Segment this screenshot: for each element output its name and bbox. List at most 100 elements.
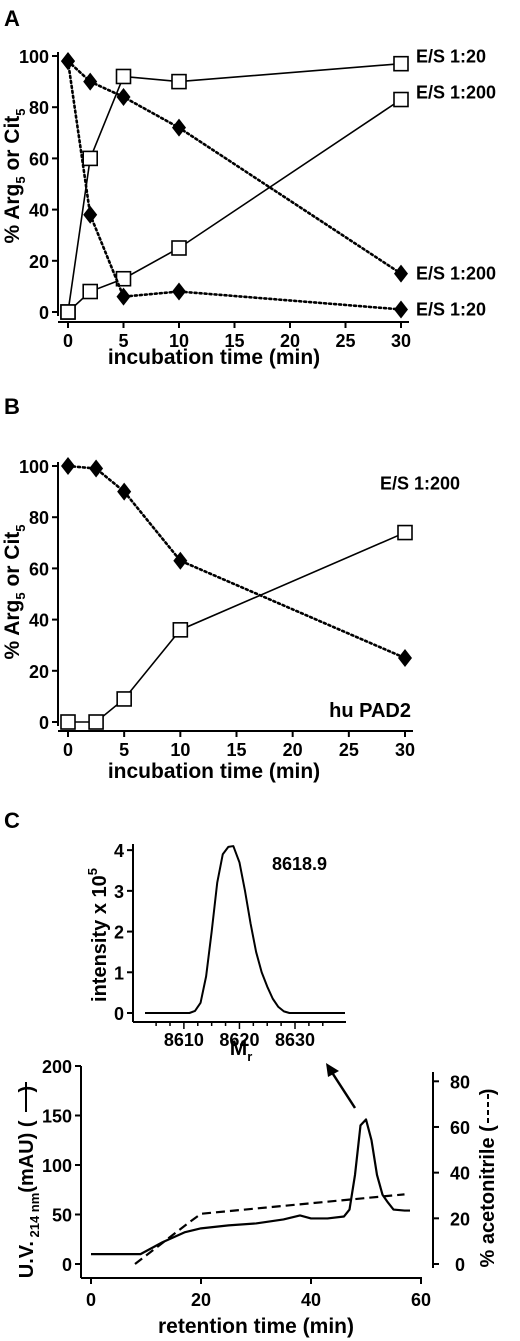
a-diamond-point <box>394 264 408 283</box>
panel-letter-c: C <box>4 808 20 833</box>
b-x-tick-label: 0 <box>63 740 73 760</box>
b-series-label: E/S 1:200 <box>380 474 460 494</box>
b-x-tick-label: 5 <box>119 740 129 760</box>
b-x-tick-label: 15 <box>226 740 246 760</box>
c-left-y-tick-label: 0 <box>62 1255 72 1275</box>
acetonitrile-gradient-line <box>134 1193 405 1265</box>
c-right-y-tick-label: 40 <box>450 1164 470 1184</box>
a-x-tick-label: 25 <box>335 331 355 351</box>
uv-trace-line <box>91 1118 410 1256</box>
inset-x-axis-label: Mr <box>230 1037 253 1064</box>
a-x-tick-label: 5 <box>118 331 128 351</box>
a-y-tick-label: 40 <box>29 201 49 221</box>
a-diamond-point <box>172 282 186 301</box>
a-x-tick-label: 30 <box>391 331 411 351</box>
b-series-line <box>66 464 407 660</box>
panel-letter-b: B <box>4 394 20 419</box>
panel-b-axes: 0 20 40 60 80 100 0 5 10 15 20 25 30 <box>19 457 415 760</box>
b-x-tick-label: 20 <box>283 740 303 760</box>
a-x-tick-label: 10 <box>169 331 189 351</box>
a-series-label: E/S 1:200 <box>416 83 496 103</box>
b-y-tick-label: 80 <box>29 508 49 528</box>
c-left-y-tick-label: 100 <box>42 1156 72 1176</box>
a-y-tick-label: 20 <box>29 252 49 272</box>
c-left-y-tick-label: 150 <box>42 1107 72 1127</box>
a-series-label: E/S 1:20 <box>416 47 486 67</box>
panel-c-right-y-axis-label: % acetonitrile () <box>477 1089 499 1268</box>
b-diamond-point <box>117 482 132 501</box>
b-y-tick-label: 60 <box>29 559 49 579</box>
a-x-tick-label: 0 <box>63 331 73 351</box>
a-square-point <box>82 150 98 167</box>
panel-a-series-labels: E/S 1:20 E/S 1:200 E/S 1:200 E/S 1:20 <box>416 47 496 320</box>
c-x-tick-label: 60 <box>411 1290 431 1310</box>
inset-y-tick-label: 3 <box>114 882 124 902</box>
b-y-tick-label: 100 <box>19 457 49 477</box>
c-x-tick-label: 40 <box>301 1290 321 1310</box>
panel-c-axes: 0 50 100 150 200 0 20 40 60 80 0 20 40 60 <box>42 1057 470 1310</box>
inset-ms-peak-line <box>145 845 345 1014</box>
panel-a-x-axis-label: incubation time (min) <box>108 346 320 369</box>
inset-y-tick-label: 2 <box>114 923 124 943</box>
a-series-label: E/S 1:20 <box>416 299 486 319</box>
panel-b-x-axis-label: incubation time (min) <box>108 760 320 783</box>
b-y-tick-label: 0 <box>39 713 49 733</box>
inset-arrow <box>326 1063 357 1109</box>
panel-c-series <box>91 1118 410 1265</box>
b-diamond-point <box>398 649 412 667</box>
panel-a-series <box>60 52 409 320</box>
panel-b-series <box>60 457 413 730</box>
b-square-point <box>397 524 413 541</box>
c-x-tick-label: 20 <box>191 1290 211 1310</box>
a-x-tick-label: 20 <box>280 331 300 351</box>
b-y-tick-label: 40 <box>29 611 49 631</box>
c-left-y-tick-label: 200 <box>42 1057 72 1077</box>
inset-axes: 0 1 2 3 4 8610 8620 8630 <box>114 841 346 1050</box>
a-y-tick-label: 100 <box>19 47 49 67</box>
a-square-point <box>115 68 132 85</box>
a-square-point <box>393 91 409 108</box>
c-x-tick-label: 0 <box>86 1290 96 1310</box>
c-left-y-tick-label: 50 <box>52 1206 72 1226</box>
b-diamond-point <box>173 551 188 570</box>
a-x-tick-label: 15 <box>224 331 244 351</box>
b-y-tick-label: 20 <box>29 662 49 682</box>
b-x-tick-label: 10 <box>170 740 190 760</box>
a-series-line <box>66 59 403 275</box>
a-square-point <box>171 73 187 90</box>
panel-c-left-y-axis-label: U.V. 214 nm(mAU) () <box>16 1086 42 1278</box>
panel-b: B 0 20 40 60 80 100 0 5 10 15 20 25 30 E/S 1:200 hu … <box>1 394 460 783</box>
b-square-point <box>88 714 104 730</box>
a-diamond-point <box>172 118 186 137</box>
c-right-y-tick-label: 60 <box>450 1118 470 1138</box>
a-diamond-point <box>83 72 98 91</box>
inset-y-tick-label: 4 <box>114 841 124 861</box>
a-diamond-point <box>83 205 98 224</box>
inset-series <box>145 845 345 1014</box>
panel-b-enzyme-annotation: hu PAD2 <box>329 700 411 722</box>
panel-c-x-axis-label: retention time (min) <box>158 1315 354 1338</box>
a-diamond-point <box>61 52 75 71</box>
b-square-point <box>60 714 76 730</box>
b-x-tick-label: 30 <box>395 740 415 760</box>
b-x-tick-label: 25 <box>339 740 359 760</box>
a-diamond-point <box>394 300 408 319</box>
inset-x-tick-label: 8610 <box>164 1030 204 1050</box>
inset-y-axis-label: intensity x 105 <box>85 868 111 1002</box>
a-y-tick-label: 0 <box>39 303 49 323</box>
panel-b-y-axis-label: % Arg5 or Cit5 <box>1 524 28 659</box>
a-square-point <box>171 240 187 256</box>
a-diamond-point <box>116 287 131 306</box>
panel-letter-a: A <box>4 6 20 31</box>
panel-a-y-axis-label: % Arg5 or Cit5 <box>1 108 28 243</box>
a-square-point <box>82 283 98 300</box>
a-y-tick-label: 60 <box>29 149 49 169</box>
a-diamond-point <box>116 87 131 106</box>
b-square-point <box>172 622 189 638</box>
panel-a-axes: 0 20 40 60 80 100 0 5 10 15 20 25 30 <box>19 47 411 351</box>
c-right-y-tick-label: 80 <box>450 1072 470 1092</box>
c-right-y-tick-label: 20 <box>450 1209 470 1229</box>
panel-c: C 0 1 2 3 4 8610 8620 8630 8618.9 Mr intensity … <box>4 808 499 1338</box>
